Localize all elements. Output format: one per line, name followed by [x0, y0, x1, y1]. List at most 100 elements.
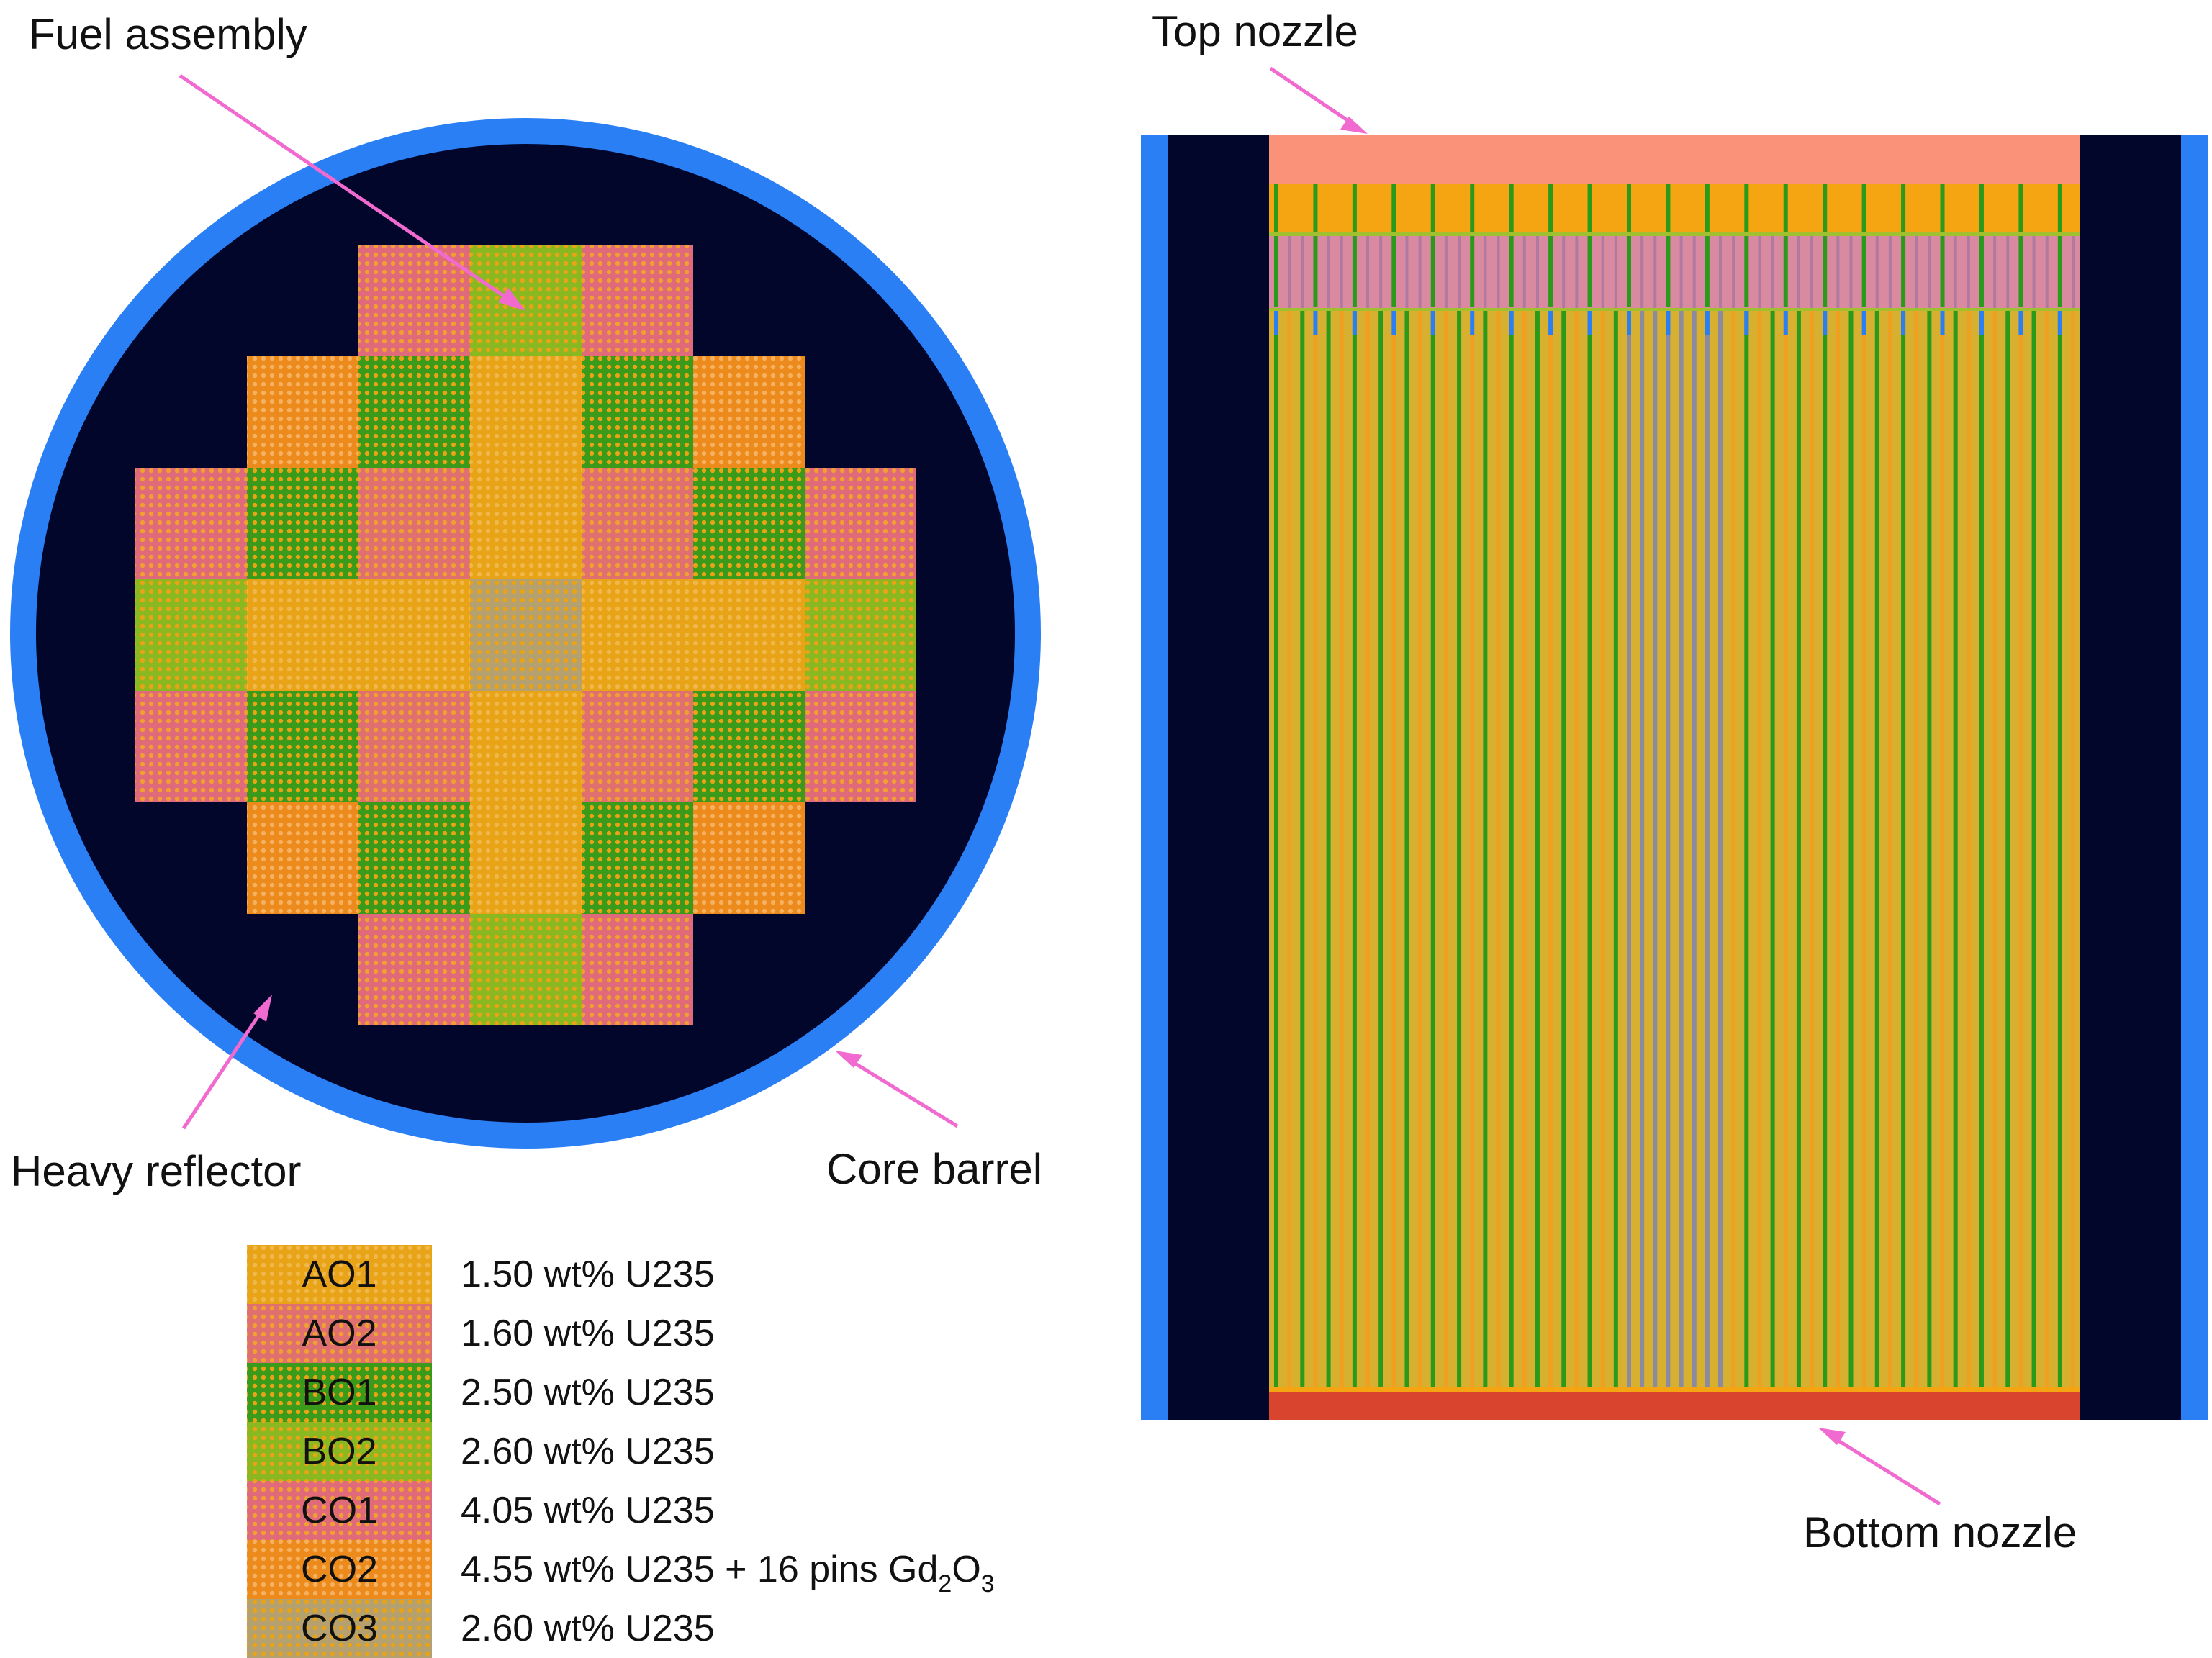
fuel-rod: [1757, 309, 1762, 1389]
plenum-spring: [1391, 184, 1396, 307]
callout-heavy-reflector: Heavy reflector: [11, 995, 301, 1195]
fuel-rod: [1509, 309, 1514, 1389]
legend-desc-ao1: 1.50 wt% U235: [461, 1254, 715, 1295]
fuel-rod: [1626, 309, 1631, 1389]
plenum-pin: [2006, 235, 2010, 309]
assembly-bo1-r5c4: [582, 802, 693, 914]
fuel-rod: [1679, 309, 1684, 1389]
plenum-spring: [1823, 184, 1828, 307]
plenum-pin: [1875, 235, 1879, 309]
fuel-rod: [1992, 309, 1997, 1389]
plenum-pin: [1993, 235, 1997, 309]
plenum-pin: [1967, 235, 1970, 309]
fuel-rod: [2018, 309, 2023, 1389]
plenum-pin: [1810, 235, 1814, 309]
assembly-ao2-r4c2: [358, 691, 470, 802]
legend-desc-co3: 2.60 wt% U235: [461, 1608, 715, 1649]
assembly-ao2-r2c4: [582, 468, 693, 579]
fuel-rod: [1326, 309, 1331, 1389]
plenum-pin: [2045, 235, 2049, 309]
assembly-bo1-r4c1: [247, 691, 358, 802]
callout-core-barrel: Core barrel: [826, 1051, 1042, 1193]
fuel-rod: [1861, 309, 1866, 1389]
legend-swatch-co3: [247, 1599, 432, 1658]
legend-swatch-co1: [247, 1481, 432, 1540]
fuel-rod: [1443, 309, 1448, 1389]
guide-tube-top: [1548, 309, 1553, 335]
plenum-spring: [1509, 184, 1514, 307]
fuel-rod: [1300, 309, 1305, 1389]
fuel-rod: [1874, 309, 1879, 1389]
plenum-pin: [1484, 235, 1487, 309]
plenum-pin: [1640, 235, 1644, 309]
legend-swatch-ao2: [247, 1304, 432, 1363]
assembly-bo1-r1c2: [358, 356, 470, 468]
plenum-pin: [1301, 235, 1304, 309]
fuel-rod: [1640, 309, 1645, 1389]
upper-plenum-orange: [1269, 184, 2080, 235]
plenum-pin: [1288, 235, 1291, 309]
guide-tube-top: [1901, 309, 1906, 335]
plenum-pin: [1915, 235, 1918, 309]
assembly-ao1-r4c3: [470, 691, 582, 802]
legend-swatch-co2: [247, 1540, 432, 1599]
fuel-rod: [1770, 309, 1775, 1389]
fuel-rod: [1274, 309, 1278, 1389]
fuel-rod: [2071, 309, 2075, 1389]
assembly-co3-r3c3: [470, 579, 582, 691]
core-barrel-label: Core barrel: [826, 1145, 1042, 1193]
legend-desc-co2: 4.55 wt% U235 + 16 pins Gd2O3: [461, 1549, 995, 1598]
fuel-rod: [1430, 309, 1435, 1389]
plenum-pin: [1601, 235, 1604, 309]
plenum-spring: [1587, 184, 1592, 307]
fuel-assembly-arrowhead: [498, 288, 525, 311]
fuel-rod: [1404, 309, 1409, 1389]
assembly-co1-r2c6: [805, 468, 916, 579]
fuel-rod: [1705, 309, 1710, 1389]
fuel-rod: [1548, 309, 1553, 1389]
fuel-rod: [1613, 309, 1618, 1389]
plenum-spring: [1979, 184, 1984, 307]
plenum-pin: [1758, 235, 1761, 309]
callout-top-nozzle: Top nozzle: [1152, 7, 1368, 134]
plenum-pin: [1849, 235, 1853, 309]
axial-barrel-right: [2181, 135, 2208, 1420]
plenum-pin: [1458, 235, 1461, 309]
assembly-bo2-r6c3: [470, 914, 582, 1025]
assembly-bo1-r5c2: [358, 802, 470, 914]
fuel-rod: [1966, 309, 1971, 1389]
top-nozzle: [1269, 135, 2080, 184]
bottom-nozzle: [1269, 1392, 2080, 1420]
legend-code-ao1: AO1: [302, 1254, 376, 1295]
guide-tube-top: [1587, 309, 1592, 335]
assembly-bo1-r2c5: [693, 468, 805, 579]
fuel-rod: [1666, 309, 1671, 1389]
guide-tube-top: [1823, 309, 1828, 335]
fuel-rod: [1823, 309, 1828, 1389]
plenum-spring: [1744, 184, 1749, 307]
assembly-co1-r0c4: [582, 245, 693, 356]
assembly-co1-r4c6: [805, 691, 916, 802]
fuel-rod: [2044, 309, 2049, 1389]
fuel-rod: [1574, 309, 1579, 1389]
guide-tube-top: [1352, 309, 1357, 335]
assembly-ao1-r2c3: [470, 468, 582, 579]
assembly-co1-r4c0: [135, 691, 247, 802]
fuel-rod: [1653, 309, 1658, 1389]
assembly-bo1-r4c5: [693, 691, 805, 802]
fuel-rod: [1535, 309, 1540, 1389]
heavy-reflector-arrowhead: [253, 995, 272, 1022]
fuel-rod: [1927, 309, 1932, 1389]
plenum-pin: [1522, 235, 1526, 309]
guide-tube-top: [1783, 309, 1788, 335]
plenum-spring: [1626, 184, 1631, 307]
plenum-pin: [1771, 235, 1774, 309]
top-nozzle-arrowhead: [1340, 117, 1368, 134]
legend-code-ao2: AO2: [302, 1313, 376, 1354]
plenum-spring: [1470, 184, 1475, 307]
fuel-bottom-separator: [1269, 1387, 2080, 1392]
fuel-rod: [1953, 309, 1958, 1389]
assembly-bo2-r3c6: [805, 579, 916, 691]
assembly-co2-r5c5: [693, 802, 805, 914]
